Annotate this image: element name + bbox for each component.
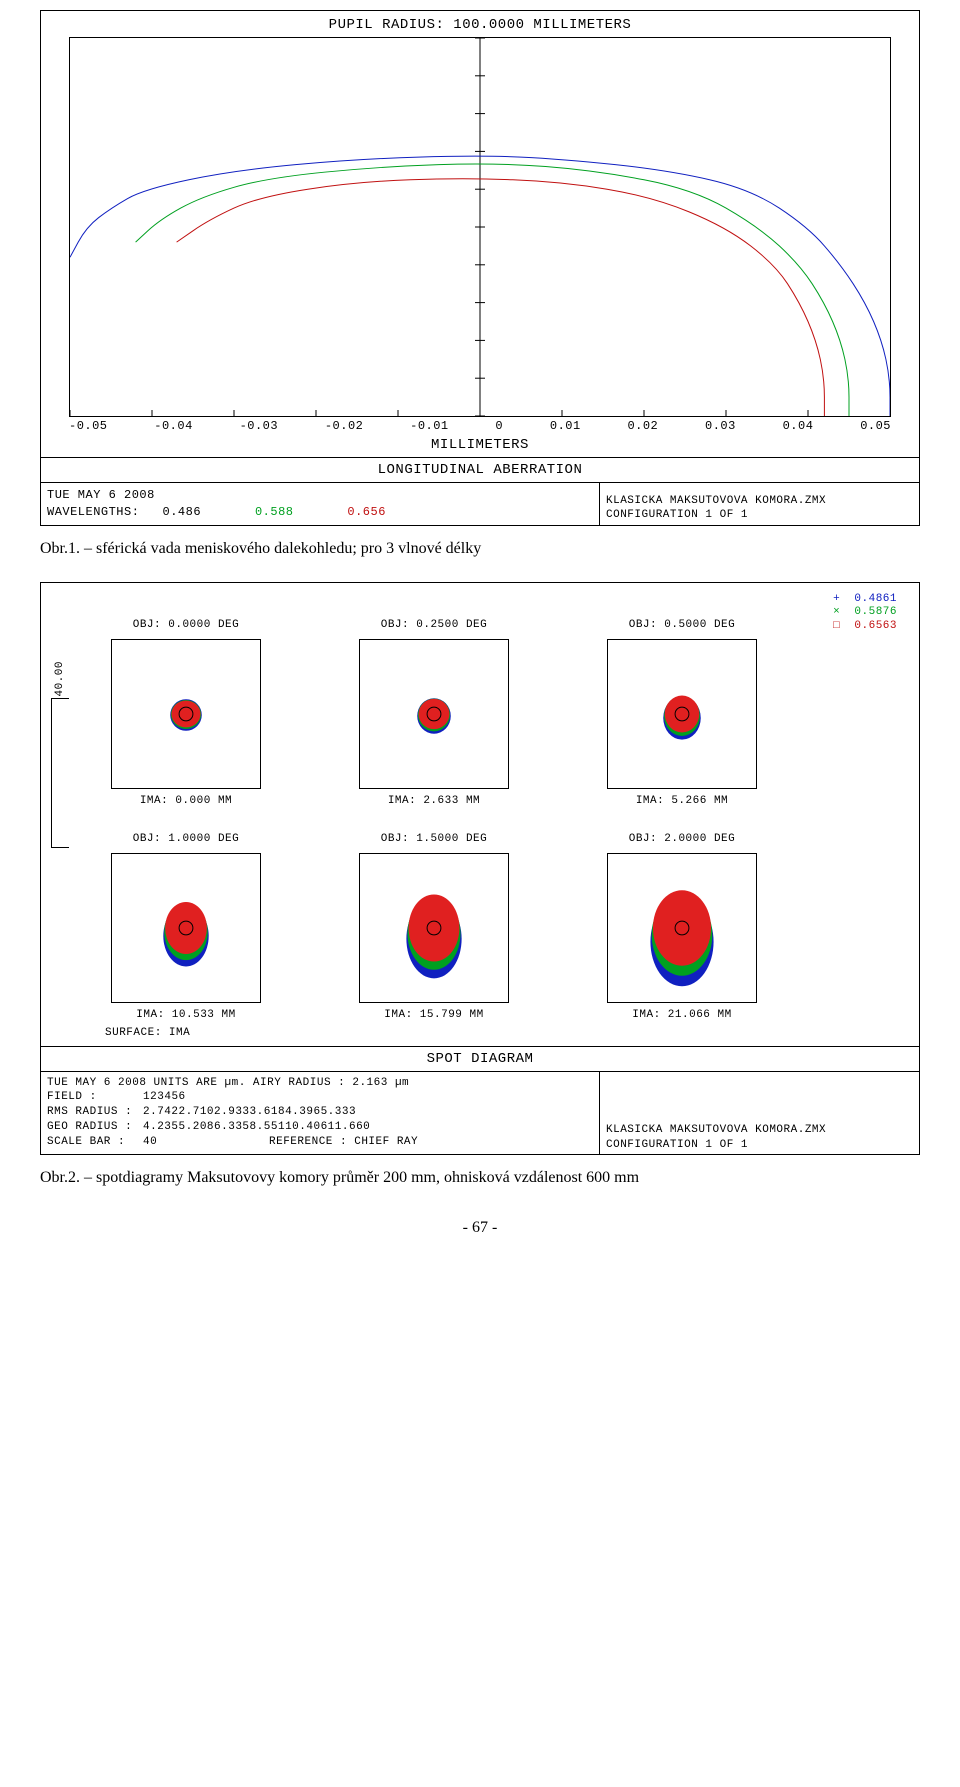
figure1-meta-left: TUE MAY 6 2008 WAVELENGTHS: 0.486 0.588 … bbox=[41, 483, 599, 525]
meta-value: 8.551 bbox=[250, 1121, 286, 1133]
meta-value: 6.335 bbox=[214, 1121, 250, 1133]
spot-svg bbox=[112, 639, 260, 789]
meta-value: 6 bbox=[179, 1091, 186, 1103]
figure2-meta-row: TUE MAY 6 2008 UNITS ARE µm. AIRY RADIUS… bbox=[41, 1071, 919, 1154]
footer-file: KLASICKA MAKSUTOVOVA KOMORA.ZMX bbox=[606, 1123, 913, 1137]
aberration-plot bbox=[69, 37, 891, 417]
caption-2: Obr.2. – spotdiagramy Maksutovovy komory… bbox=[40, 1169, 920, 1187]
ima-label: IMA: 21.066 MM bbox=[583, 1009, 781, 1021]
meta-value: 5 bbox=[171, 1091, 178, 1103]
obj-label: OBJ: 0.2500 DEG bbox=[335, 619, 533, 631]
x-tick: -0.04 bbox=[154, 419, 193, 433]
caption-1: Obr.1. – sférická vada meniskového dalek… bbox=[40, 540, 920, 558]
meta-value: 4.235 bbox=[143, 1121, 179, 1133]
x-tick: 0.02 bbox=[627, 419, 658, 433]
meta-wavelengths: WAVELENGTHS: 0.486 0.588 0.656 bbox=[47, 504, 593, 521]
x-tick: 0.05 bbox=[860, 419, 891, 433]
meta-value: 5.208 bbox=[179, 1121, 215, 1133]
spot-diagram-figure: + 0.4861× 0.5876□ 0.6563 40.00 OBJ: 0.00… bbox=[40, 582, 920, 1155]
obj-label: OBJ: 2.0000 DEG bbox=[583, 833, 781, 845]
meta-value: 11.660 bbox=[328, 1121, 371, 1133]
spot-cell: OBJ: 1.5000 DEG IMA: 15.799 MM bbox=[335, 833, 533, 1021]
meta-value: 2.742 bbox=[143, 1106, 179, 1118]
spot-svg bbox=[608, 639, 756, 789]
x-tick: 0 bbox=[495, 419, 503, 433]
legend-item: □ 0.6563 bbox=[833, 620, 897, 634]
spot-box bbox=[111, 639, 261, 789]
obj-label: OBJ: 0.5000 DEG bbox=[583, 619, 781, 631]
ima-label: IMA: 15.799 MM bbox=[335, 1009, 533, 1021]
figure1-meta-row: TUE MAY 6 2008 WAVELENGTHS: 0.486 0.588 … bbox=[41, 482, 919, 525]
obj-label: OBJ: 0.0000 DEG bbox=[87, 619, 285, 631]
obj-label: OBJ: 1.5000 DEG bbox=[335, 833, 533, 845]
meta-date: TUE MAY 6 2008 bbox=[47, 487, 593, 504]
meta-value: 2.710 bbox=[179, 1106, 215, 1118]
ima-label: IMA: 0.000 MM bbox=[87, 795, 285, 807]
ima-label: IMA: 2.633 MM bbox=[335, 795, 533, 807]
scale-bracket-icon bbox=[51, 698, 69, 848]
spot-box bbox=[111, 853, 261, 1003]
spot-cell: OBJ: 1.0000 DEG IMA: 10.533 MM bbox=[87, 833, 285, 1021]
x-tick: 0.03 bbox=[705, 419, 736, 433]
figure1-meta-right: KLASICKA MAKSUTOVOVA KOMORA.ZMX CONFIGUR… bbox=[599, 483, 919, 525]
x-tick: -0.03 bbox=[240, 419, 279, 433]
footer-config: CONFIGURATION 1 OF 1 bbox=[606, 508, 913, 522]
meta-date-units: TUE MAY 6 2008 UNITS ARE µm. AIRY RADIUS… bbox=[47, 1076, 593, 1091]
meta-value: 5.333 bbox=[321, 1106, 357, 1118]
x-tick: -0.01 bbox=[410, 419, 449, 433]
field-row: FIELD : 123456 bbox=[47, 1090, 593, 1105]
geo-row: GEO RADIUS : 4.2355.2086.3358.55110.4061… bbox=[47, 1120, 593, 1135]
ima-label: IMA: 10.533 MM bbox=[87, 1009, 285, 1021]
scale-bar-label: 40.00 bbox=[54, 661, 66, 697]
spot-svg bbox=[360, 853, 508, 1003]
spot-box bbox=[607, 853, 757, 1003]
scale-bar: 40.00 bbox=[51, 661, 69, 849]
x-tick: -0.05 bbox=[69, 419, 108, 433]
spot-cell: OBJ: 0.0000 DEG IMA: 0.000 MM bbox=[87, 619, 285, 807]
scale-row: SCALE BAR : 40 REFERENCE : CHIEF RAY bbox=[47, 1135, 593, 1150]
spot-cell: OBJ: 0.2500 DEG IMA: 2.633 MM bbox=[335, 619, 533, 807]
meta-value: 4.396 bbox=[285, 1106, 321, 1118]
spot-box bbox=[359, 639, 509, 789]
longitudinal-aberration-figure: PUPIL RADIUS: 100.0000 MILLIMETERS -0.05… bbox=[40, 10, 920, 526]
spot-cell: OBJ: 2.0000 DEG IMA: 21.066 MM bbox=[583, 833, 781, 1021]
spot-svg bbox=[360, 639, 508, 789]
spot-section-title: SPOT DIAGRAM bbox=[41, 1046, 919, 1071]
legend-item: + 0.4861 bbox=[833, 593, 897, 607]
spot-area: + 0.4861× 0.5876□ 0.6563 40.00 OBJ: 0.00… bbox=[41, 583, 919, 1046]
figure2-meta-right: KLASICKA MAKSUTOVOVA KOMORA.ZMX CONFIGUR… bbox=[599, 1072, 919, 1154]
meta-value: 10.406 bbox=[285, 1121, 328, 1133]
section-title: LONGITUDINAL ABERRATION bbox=[41, 457, 919, 482]
rms-row: RMS RADIUS : 2.7422.7102.9333.6184.3965.… bbox=[47, 1105, 593, 1120]
legend-item: × 0.5876 bbox=[833, 606, 897, 620]
meta-value: 2.933 bbox=[214, 1106, 250, 1118]
obj-label: OBJ: 1.0000 DEG bbox=[87, 833, 285, 845]
x-tick: 0.04 bbox=[783, 419, 814, 433]
spot-legend: + 0.4861× 0.5876□ 0.6563 bbox=[833, 593, 897, 634]
ima-label: IMA: 5.266 MM bbox=[583, 795, 781, 807]
spot-svg bbox=[112, 853, 260, 1003]
meta-value: 3.618 bbox=[250, 1106, 286, 1118]
page-number: - 67 - bbox=[40, 1219, 920, 1237]
x-tick: 0.01 bbox=[550, 419, 581, 433]
spot-cell: OBJ: 0.5000 DEG IMA: 5.266 MM bbox=[583, 619, 781, 807]
footer-config: CONFIGURATION 1 OF 1 bbox=[606, 1138, 913, 1152]
surface-label: SURFACE: IMA bbox=[87, 1021, 901, 1042]
spot-svg bbox=[608, 853, 756, 1003]
figure2-meta-left: TUE MAY 6 2008 UNITS ARE µm. AIRY RADIUS… bbox=[41, 1072, 599, 1154]
spot-grid: OBJ: 0.0000 DEG IMA: 0.000 MM OBJ: 0.250… bbox=[87, 619, 781, 1021]
spot-box bbox=[359, 853, 509, 1003]
footer-file: KLASICKA MAKSUTOVOVA KOMORA.ZMX bbox=[606, 494, 913, 508]
x-tick: -0.02 bbox=[325, 419, 364, 433]
chart-title: PUPIL RADIUS: 100.0000 MILLIMETERS bbox=[41, 11, 919, 37]
spot-box bbox=[607, 639, 757, 789]
x-axis-label: MILLIMETERS bbox=[41, 437, 919, 453]
x-axis-ticks: -0.05 -0.04 -0.03 -0.02 -0.01 0 0.01 0.02 0.03 0.… bbox=[69, 419, 891, 433]
